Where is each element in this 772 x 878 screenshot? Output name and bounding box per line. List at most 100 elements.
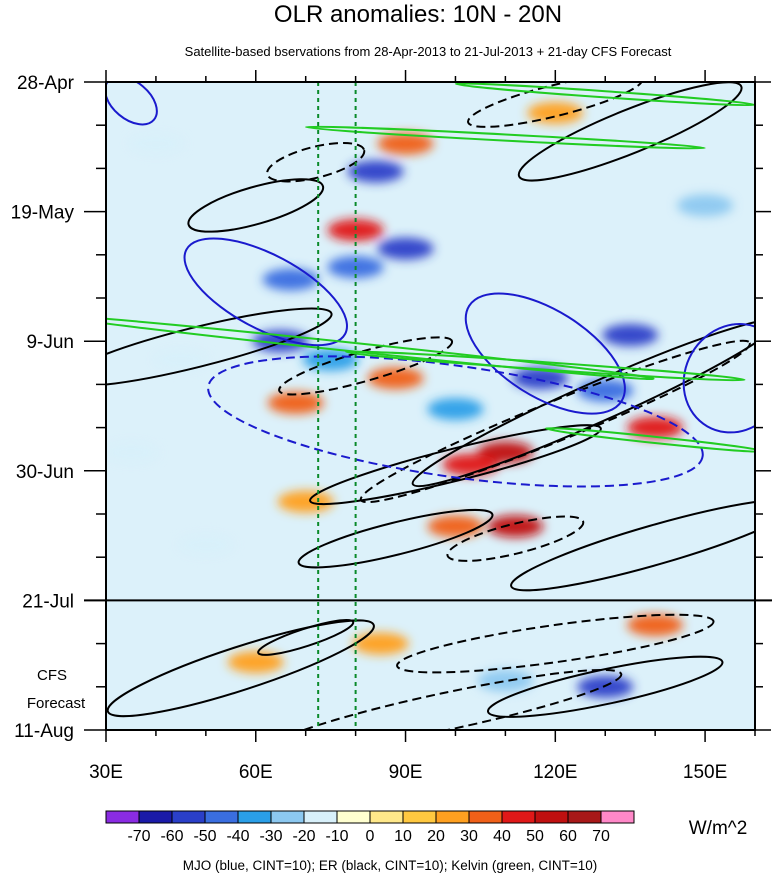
anomaly-feature <box>427 515 484 538</box>
anomaly-feature <box>477 669 534 692</box>
er-contour <box>467 82 644 128</box>
mjo-contour <box>682 323 755 434</box>
anomaly-feature <box>627 614 684 637</box>
kelvin-contour <box>544 427 755 453</box>
x-tick-label: 90E <box>389 762 423 783</box>
er-contour <box>396 613 715 674</box>
chart-title: OLR anomalies: 10N - 20N <box>274 1 562 28</box>
anomaly-feature <box>277 490 334 513</box>
colorbar-label: 0 <box>366 828 375 845</box>
er-contour <box>106 619 375 718</box>
colorbar-label: -60 <box>160 828 183 845</box>
er-contour <box>257 618 355 656</box>
colorbar-label: 70 <box>592 828 610 845</box>
y-tick-label: 21-Jul <box>22 591 74 612</box>
anomaly-feature <box>127 132 184 155</box>
colorbar-swatch <box>369 810 404 824</box>
er-contour <box>446 515 585 562</box>
er-contour <box>278 336 454 396</box>
anomaly-feature <box>602 324 659 347</box>
colorbar-swatch <box>567 810 602 824</box>
colorbar-swatch <box>105 810 140 824</box>
anomaly-feature <box>352 632 409 655</box>
colorbar: -70 -60 -50 -40 -30 -20 -10 0 10 20 30 40 50 60 70 <box>105 810 635 845</box>
colorbar-label: -20 <box>292 828 315 845</box>
anomaly-feature <box>427 398 484 421</box>
colorbar-label: -30 <box>259 828 282 845</box>
x-tick-label: 30E <box>89 762 123 783</box>
colorbar-swatch <box>435 810 470 824</box>
colorbar-swatch <box>534 810 569 824</box>
anomaly-feature <box>177 533 234 556</box>
colorbar-swatch <box>600 810 635 824</box>
er-contour <box>517 82 743 182</box>
er-contour <box>411 318 755 488</box>
colorbar-swatch <box>138 810 173 824</box>
contour-legend: MJO (blue, CINT=10); ER (black, CINT=10)… <box>183 858 598 873</box>
anomaly-feature <box>227 651 284 674</box>
mjo-contour <box>183 237 348 347</box>
anomaly-feature <box>262 268 319 291</box>
colorbar-swatch <box>171 810 206 824</box>
anomaly-feature <box>377 132 434 155</box>
anomaly-feature <box>677 194 734 217</box>
er-contour <box>486 655 724 718</box>
anomaly-feature <box>577 379 634 402</box>
er-contour <box>297 508 494 569</box>
x-tick-label: 60E <box>239 762 273 783</box>
y-tick-label: 30-Jun <box>16 462 74 483</box>
er-contour <box>266 141 366 183</box>
plot-frame <box>105 81 756 731</box>
anomaly-feature <box>527 101 584 124</box>
anomaly-feature <box>627 416 684 439</box>
colorbar-swatch <box>402 810 437 824</box>
kelvin-contour <box>345 350 746 382</box>
anomaly-feature <box>377 237 434 260</box>
y-tick-label: 28-Apr <box>17 73 75 94</box>
colorbar-swatch <box>270 810 305 824</box>
colorbar-label: 10 <box>394 828 412 845</box>
colorbar-label: 60 <box>559 828 577 845</box>
kelvin-contour <box>304 125 706 150</box>
chart-subtitle: Satellite-based bservations from 28-Apr-… <box>185 44 672 59</box>
x-axis: 30E 60E 90E 120E 150E <box>89 70 756 783</box>
mjo-contour <box>207 355 704 488</box>
y-tick-label: 9-Jun <box>26 332 74 353</box>
anomaly-feature <box>106 441 159 464</box>
y-axis: 28-Apr 19-May 9-Jun 30-Jun 21-Jul 11-Aug <box>11 73 771 742</box>
colorbar-label: 30 <box>460 828 478 845</box>
plot-area <box>106 82 755 730</box>
mjo-contour <box>106 82 158 126</box>
y-tick-label: 19-May <box>11 203 75 224</box>
colorbar-label: -50 <box>193 828 216 845</box>
colorbar-swatch <box>237 810 272 824</box>
colorbar-swatch <box>204 810 239 824</box>
er-contour <box>106 307 333 388</box>
er-contour <box>510 498 755 592</box>
colorbar-label: -40 <box>226 828 249 845</box>
x-tick-label: 120E <box>533 762 577 783</box>
anomaly-feature <box>302 348 359 371</box>
colorbar-label: -10 <box>325 828 348 845</box>
colorbar-label: 40 <box>493 828 511 845</box>
colorbar-label: 50 <box>526 828 544 845</box>
colorbar-units: W/m^2 <box>689 818 748 839</box>
anomaly-feature <box>267 391 324 414</box>
colorbar-swatch <box>303 810 338 824</box>
colorbar-label: 20 <box>427 828 445 845</box>
anomaly-feature <box>347 160 404 183</box>
y-tick-label: 11-Aug <box>14 721 74 742</box>
mjo-contour <box>464 292 626 415</box>
forecast-label-line1: CFS <box>37 667 67 684</box>
forecast-label-line2: Forecast <box>27 695 86 712</box>
anomaly-feature <box>327 219 384 242</box>
colorbar-swatch <box>336 810 371 824</box>
er-contour <box>187 178 325 233</box>
anomaly-feature <box>367 367 424 390</box>
colorbar-swatch <box>468 810 503 824</box>
colorbar-label: -70 <box>127 828 150 845</box>
er-contour <box>309 424 602 506</box>
reference-lines <box>317 82 357 730</box>
colorbar-swatch <box>501 810 536 824</box>
